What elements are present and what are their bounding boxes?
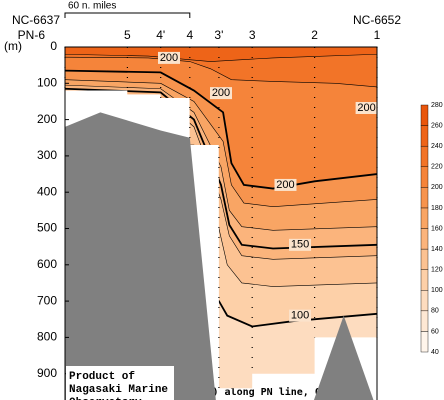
colorbar-segment: [420, 228, 429, 250]
colorbar-label: 60: [431, 328, 439, 335]
contour-label-bg: [210, 87, 232, 100]
contour-label-bg: [289, 309, 312, 322]
contour-line: [65, 69, 377, 190]
colorbar-label: 100: [431, 287, 443, 294]
colorbar-label: 120: [431, 267, 443, 274]
colorbar-segment: [420, 290, 429, 312]
station-label: 1: [374, 28, 381, 42]
section-end-label: NC-6637: [12, 13, 60, 27]
contour-label-bg: [289, 238, 312, 251]
colorbar-segment: [420, 269, 429, 291]
station-label: PN-6: [18, 28, 46, 42]
scale-bar-label: 60 n. miles: [68, 1, 116, 12]
contour-label: 200: [212, 87, 230, 99]
contour-label: 100: [291, 310, 309, 322]
station-label: 4': [156, 28, 165, 42]
colorbar-segment: [420, 187, 429, 209]
colorbar-label: 80: [431, 308, 439, 315]
y-tick-label: 500: [37, 221, 57, 235]
credit-text: Observatory: [69, 397, 142, 400]
contour-label: 150: [291, 239, 309, 251]
y-tick-label: 700: [37, 293, 57, 307]
y-tick-label: 0: [50, 39, 57, 53]
y-tick-label: 400: [37, 184, 57, 198]
contour-line: [65, 144, 377, 287]
station-label: 5: [124, 28, 131, 42]
contour-line: [65, 84, 377, 231]
y-tick-label: 200: [37, 112, 57, 126]
colorbar-segment: [420, 331, 429, 353]
colorbar-segment: [420, 310, 429, 332]
colorbar-label: 160: [431, 225, 443, 232]
y-tick-label: 100: [37, 75, 57, 89]
colorbar-label: 180: [431, 205, 443, 212]
contour-line: [65, 53, 377, 62]
station-label: 4: [186, 28, 193, 42]
contour-label-bg: [355, 101, 378, 114]
credit-text: Nagasaki Marine: [69, 384, 168, 396]
colorbar-segment: [420, 104, 429, 126]
colorbar-segment: [420, 125, 429, 147]
y-tick-label: 900: [37, 366, 57, 380]
contour-band: [65, 47, 377, 62]
colorbar-label: 140: [431, 246, 443, 253]
contour-label-bg: [158, 51, 180, 64]
station-label: 2: [311, 28, 318, 42]
y-tick-label: 800: [37, 330, 57, 344]
colorbar-segment: [420, 145, 429, 167]
contour-line: [65, 56, 377, 88]
colorbar-label: 200: [431, 184, 443, 191]
station-label: 3': [214, 28, 223, 42]
y-tick-label: 300: [37, 148, 57, 162]
contour-line: [65, 87, 377, 250]
section-end-label: NC-6652: [353, 13, 401, 27]
colorbar-label: 240: [431, 143, 443, 150]
colorbar-label: 280: [431, 102, 443, 109]
y-tick-label: 600: [37, 257, 57, 271]
colorbar-segment: [420, 248, 429, 270]
colorbar-segment: [420, 207, 429, 229]
contour-label: 200: [160, 52, 178, 64]
credit-box: [66, 366, 174, 400]
scale-bar: [64, 12, 191, 18]
contour-label: 200: [276, 179, 294, 191]
colorbar-label: 260: [431, 122, 443, 129]
colorbar-label: 220: [431, 164, 443, 171]
seafloor: [65, 112, 216, 400]
station-label: 3: [249, 28, 256, 42]
contour-line: [65, 79, 377, 208]
y-axis-label: (m): [4, 39, 22, 53]
colorbar-segment: [420, 166, 429, 188]
contour-label-bg: [274, 178, 297, 191]
seafloor: [313, 315, 374, 400]
colorbar-label: 40: [431, 349, 439, 356]
contour-label: 200: [357, 102, 375, 114]
credit-text: Product of: [69, 371, 135, 383]
